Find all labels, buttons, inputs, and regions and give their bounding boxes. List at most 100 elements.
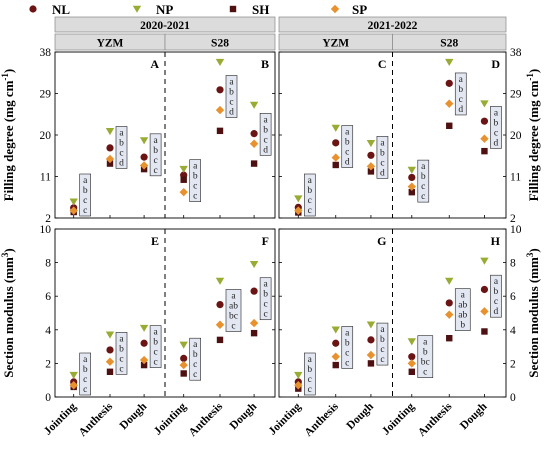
point-nl bbox=[140, 153, 148, 161]
letter-box bbox=[303, 173, 316, 217]
point-nl bbox=[445, 299, 453, 307]
y-tick-label-right: 4 bbox=[510, 325, 516, 337]
point-sp bbox=[249, 139, 259, 148]
significance-letter: c bbox=[423, 368, 427, 378]
significance-letter: c bbox=[229, 97, 233, 107]
letter-box bbox=[115, 126, 128, 169]
letter-box bbox=[490, 274, 502, 318]
x-tick-label: Jointing bbox=[152, 400, 189, 437]
significance-letter: c bbox=[231, 321, 235, 331]
significance-letter: b bbox=[193, 172, 198, 182]
point-sp bbox=[249, 318, 259, 328]
significance-letter: ab bbox=[229, 301, 238, 311]
point-sh bbox=[180, 370, 187, 377]
point-np bbox=[294, 371, 303, 379]
y-axis-label-left-top: Filling degree (mg cm-1) bbox=[0, 69, 16, 202]
significance-letter: a bbox=[494, 277, 499, 287]
panel-letter: E bbox=[151, 234, 159, 248]
point-sp bbox=[407, 359, 416, 368]
variety-header-0-0: YZM bbox=[54, 33, 166, 51]
legend-marker-np bbox=[132, 5, 142, 13]
point-np bbox=[105, 331, 115, 339]
y-tick-label-left: 8 bbox=[45, 258, 51, 270]
significance-letter: a bbox=[380, 138, 385, 148]
y-tick-label-left: 10 bbox=[40, 224, 52, 236]
legend-item-np: NP bbox=[132, 2, 173, 17]
point-np bbox=[69, 198, 78, 206]
letter-box bbox=[149, 325, 162, 368]
x-tick-label: Jointing bbox=[42, 400, 79, 437]
point-sh bbox=[481, 328, 488, 335]
point-sp bbox=[215, 105, 225, 115]
point-np bbox=[69, 371, 78, 379]
point-sp bbox=[139, 355, 149, 365]
legend: NL NP SH SP bbox=[29, 2, 367, 17]
y-tick-label-left: 2 bbox=[45, 358, 51, 370]
point-sh bbox=[180, 176, 187, 183]
point-sh bbox=[250, 329, 258, 337]
y-tick-label-left: 0 bbox=[45, 392, 51, 404]
letter-box bbox=[417, 335, 434, 378]
point-sh bbox=[216, 127, 224, 135]
y-axis-label-right-top: Filling degree (mg cm-1) bbox=[525, 69, 541, 202]
x-tick-label: Dough bbox=[458, 400, 490, 432]
year-label: 2020-2021 bbox=[140, 20, 190, 32]
point-nl bbox=[216, 86, 224, 94]
point-np bbox=[215, 58, 225, 66]
significance-letter: c bbox=[308, 385, 312, 395]
point-nl bbox=[408, 353, 416, 361]
point-sh bbox=[216, 336, 224, 344]
point-sp bbox=[445, 310, 454, 319]
point-sp bbox=[331, 352, 340, 361]
legend-label-np: NP bbox=[156, 2, 173, 17]
y-tick-label-right: 8 bbox=[510, 258, 516, 270]
point-np bbox=[139, 324, 149, 332]
significance-letter: c bbox=[83, 385, 87, 395]
significance-letter: c bbox=[153, 166, 157, 176]
significance-letter: a bbox=[380, 325, 385, 335]
y-tick-label-right: 2 bbox=[510, 358, 516, 370]
point-sh bbox=[408, 188, 415, 196]
significance-letter: b bbox=[380, 148, 385, 158]
point-sp bbox=[215, 320, 225, 329]
point-sp bbox=[366, 350, 376, 360]
point-sh bbox=[106, 368, 114, 375]
significance-letter: c bbox=[263, 135, 267, 145]
point-sh bbox=[140, 361, 148, 369]
significance-letter: c bbox=[345, 358, 349, 368]
point-sp bbox=[105, 357, 115, 366]
letter-box bbox=[189, 159, 201, 202]
point-sh bbox=[446, 122, 453, 129]
point-sh bbox=[332, 361, 339, 369]
significance-letter: c bbox=[193, 370, 197, 380]
legend-marker-sh bbox=[229, 5, 237, 13]
x-tick-label: Dough bbox=[228, 400, 260, 432]
significance-letter: c bbox=[308, 206, 312, 216]
y-tick-label-right: 20 bbox=[510, 130, 522, 142]
significance-letter: a bbox=[119, 334, 124, 344]
significance-letter: b bbox=[423, 348, 428, 358]
significance-letter: c bbox=[494, 297, 498, 307]
point-np bbox=[139, 137, 149, 145]
panel-letter: D bbox=[491, 57, 500, 71]
significance-letter: a bbox=[231, 291, 236, 301]
significance-letter: b bbox=[119, 344, 124, 354]
y-tick-label-right: 29 bbox=[510, 89, 522, 101]
significance-letter: a bbox=[153, 328, 158, 338]
x-tick-label: Jointing bbox=[380, 400, 417, 437]
point-sp bbox=[294, 381, 303, 390]
letter-box bbox=[454, 288, 471, 331]
variety-label: YZM bbox=[322, 38, 349, 50]
